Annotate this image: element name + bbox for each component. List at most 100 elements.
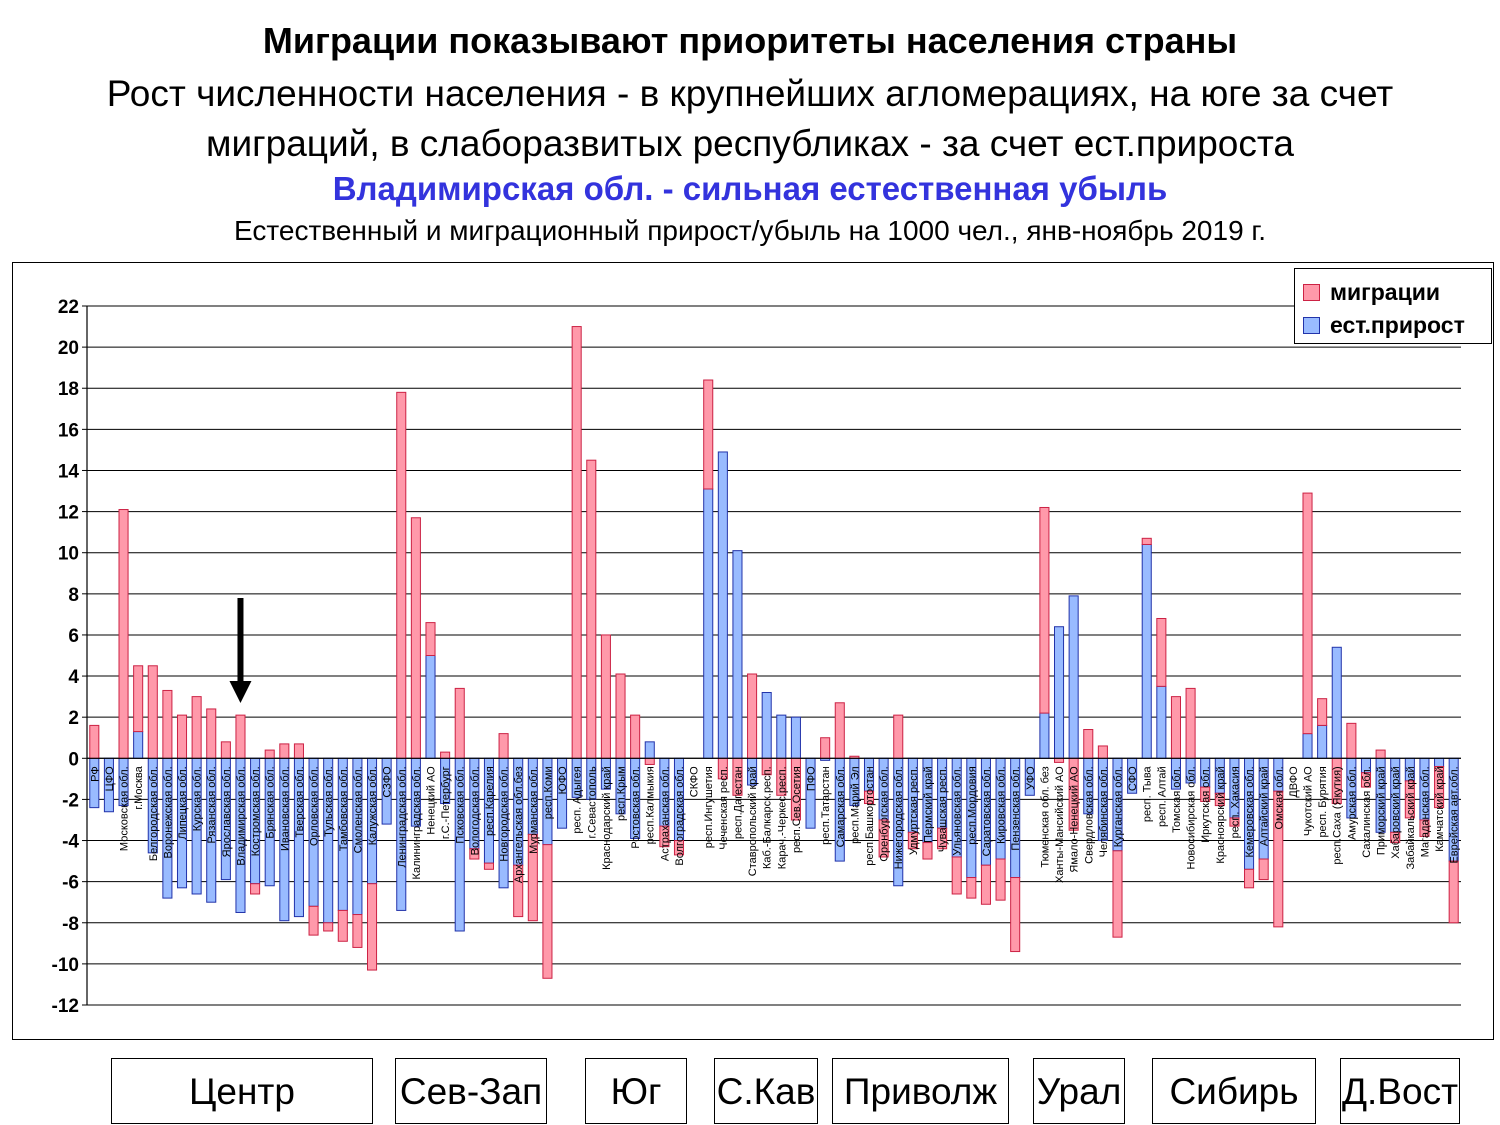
bar-natural <box>1434 757 1445 768</box>
category-label: Смоленская обл. <box>352 766 364 853</box>
region-box-siberia: Сибирь <box>1152 1058 1316 1124</box>
category-label: респ.Башкортостан <box>864 766 876 865</box>
category-label: ПФО <box>806 766 818 791</box>
y-tick-label: -8 <box>62 914 79 935</box>
region-box-ural: Урал <box>1033 1058 1125 1124</box>
bar-migration <box>542 844 553 979</box>
category-label: Вологодская обл. <box>469 766 481 855</box>
category-label: Свердловская обл. <box>1083 766 1095 864</box>
bar-migration <box>250 883 261 895</box>
category-label: Чувашская респ. <box>937 766 949 852</box>
category-label: Омская обл. <box>1273 766 1285 829</box>
category-label: СКФО <box>689 766 701 797</box>
bar-migration <box>498 733 509 759</box>
bar-migration <box>747 673 758 759</box>
y-tick-label: -4 <box>62 832 79 853</box>
bar-migration <box>995 858 1006 901</box>
bar-migration <box>937 827 948 850</box>
bar-migration <box>513 864 524 918</box>
category-label: Брянская обл. <box>265 766 277 838</box>
category-label: респ.Калмыкия <box>645 766 657 844</box>
bar-migration <box>469 848 480 860</box>
bar-migration <box>1302 492 1313 735</box>
bar-migration <box>337 909 348 942</box>
category-label: Архангельская обл.без <box>513 766 525 883</box>
category-label: г.Москва <box>133 765 145 809</box>
bar-natural <box>425 655 436 759</box>
category-label: Иркутская обл. <box>1200 766 1212 842</box>
bar-migration <box>1097 745 1108 759</box>
bar-migration <box>659 825 670 848</box>
bar-natural <box>1054 626 1065 759</box>
bar-migration <box>1229 817 1240 827</box>
legend-label-natural: ест.прирост <box>1330 311 1465 338</box>
bar-migration <box>586 459 597 759</box>
category-label: респ. Хакасия <box>1229 766 1241 838</box>
bar-natural <box>761 692 772 759</box>
bar-migration <box>1141 537 1152 545</box>
category-label: Калининградская обл. <box>411 766 423 879</box>
bar-migration <box>1448 860 1459 924</box>
category-label: СЗФО <box>382 766 394 798</box>
bar-migration <box>1390 831 1401 844</box>
bar-migration <box>1317 698 1328 726</box>
category-label: респ.Марий Эл <box>849 766 861 844</box>
category-label: Ямало-Ненецкий АО <box>1069 766 1081 873</box>
y-tick-label: 6 <box>68 626 79 647</box>
category-label: РФ <box>89 766 101 782</box>
category-label: респ.Дагестан <box>732 766 744 839</box>
category-label: респ. Бурятия <box>1317 766 1329 837</box>
y-tick-label: -6 <box>62 873 79 894</box>
category-label: Ненецкий АО <box>426 766 438 835</box>
category-label: Тверская обл. <box>294 766 306 837</box>
category-label: респ.Ингушетия <box>703 766 715 848</box>
bar-migration <box>527 833 538 922</box>
legend-swatch-migration <box>1303 283 1320 301</box>
category-label: Камчатский край <box>1434 766 1446 851</box>
category-label: Краснодарский край <box>601 766 613 870</box>
category-label: респ.Коми <box>542 766 554 819</box>
category-label: респ. Адыгея <box>572 766 584 833</box>
bar-natural <box>1039 712 1050 759</box>
bar-migration <box>615 673 626 759</box>
category-label: Самарская обл. <box>835 766 847 847</box>
legend-item-migration: миграции <box>1303 278 1440 306</box>
bar-migration <box>235 714 246 759</box>
bar-migration <box>1214 792 1225 807</box>
bar-migration <box>220 741 231 759</box>
bar-natural <box>1141 543 1152 759</box>
category-label: Забайкальский край <box>1405 766 1417 869</box>
bar-migration <box>863 790 875 805</box>
bar-migration <box>644 757 655 765</box>
bar-migration <box>191 696 202 759</box>
bar-natural <box>732 550 743 759</box>
category-label: Ленинградская обл. <box>396 766 408 867</box>
category-label: Алтайский край <box>1259 766 1271 846</box>
legend: миграции ест.прирост <box>1294 268 1492 344</box>
y-tick-label: -12 <box>52 996 79 1017</box>
category-label: Владимирская обл. <box>235 766 247 865</box>
bar-natural <box>1317 724 1328 759</box>
bar-migration <box>118 509 129 759</box>
category-label: Рязанская обл. <box>206 766 218 843</box>
category-label: Амурская обл. <box>1346 766 1358 840</box>
category-label: Саратовская обл. <box>981 766 993 856</box>
legend-swatch-natural <box>1303 316 1320 334</box>
category-label: Удмуртская респ. <box>908 766 920 855</box>
bar-migration <box>1185 687 1196 759</box>
category-label: Пензенская обл. <box>1010 766 1022 850</box>
bar-natural <box>1068 595 1079 759</box>
category-label: Ивановская обл. <box>279 766 291 851</box>
category-label: Оренбургская обл. <box>879 766 891 861</box>
bar-migration <box>630 714 641 759</box>
bar-migration <box>703 379 714 490</box>
bar-natural <box>790 716 801 759</box>
annotation-arrow-head <box>229 681 252 703</box>
bar-migration <box>279 743 290 759</box>
category-label: Кемеровская обл. <box>1244 766 1256 857</box>
category-label: Приморский край <box>1376 766 1388 855</box>
bar-migration <box>1170 696 1181 759</box>
category-label: Волгоградская обл. <box>674 766 686 865</box>
category-label: респ. Алтай <box>1156 766 1168 827</box>
